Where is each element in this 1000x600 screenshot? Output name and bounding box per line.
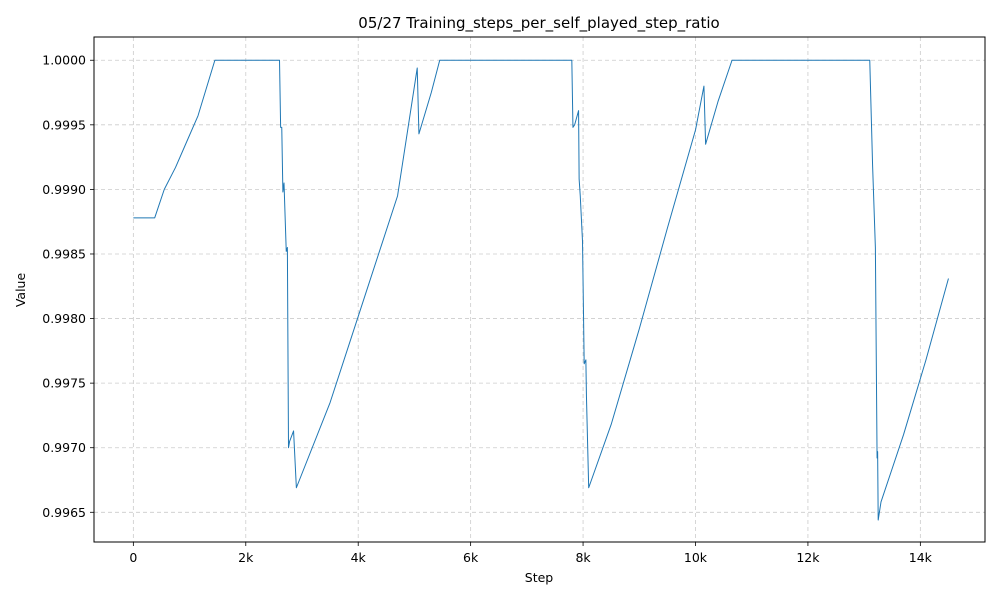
x-tick-label: 14k — [909, 550, 933, 565]
plot-frame — [93, 36, 986, 543]
x-tick-label: 6k — [463, 550, 479, 565]
x-tick-label: 12k — [796, 550, 820, 565]
x-tick-label: 10k — [684, 550, 708, 565]
x-tick-label: 4k — [351, 550, 367, 565]
chart-title: 05/27 Training_steps_per_self_played_ste… — [358, 14, 719, 33]
y-tick-label: 0.9990 — [42, 182, 86, 197]
series-line-0 — [133, 59, 949, 521]
y-tick-label: 0.9975 — [42, 376, 86, 391]
y-tick-label: 0.9995 — [42, 117, 86, 132]
x-axis-ticks: 0 2k 4k 6k 8k 10k 12k 14k — [129, 542, 933, 565]
series-group — [133, 59, 949, 521]
y-tick-label: 0.9970 — [42, 440, 86, 455]
x-tick-label: 0 — [129, 550, 137, 565]
y-axis-ticks: 0.9965 0.9970 0.9975 0.9980 0.9985 0.9990 0.99… — [42, 53, 94, 520]
x-tick-label: 2k — [238, 550, 254, 565]
y-tick-label: 0.9980 — [42, 311, 86, 326]
y-tick-label: 1.0000 — [42, 53, 86, 68]
y-tick-label: 0.9965 — [42, 505, 86, 520]
y-tick-label: 0.9985 — [42, 246, 86, 261]
x-axis-label: Step — [525, 570, 554, 585]
y-axis-label: Value — [13, 273, 28, 308]
x-tick-label: 8k — [575, 550, 591, 565]
